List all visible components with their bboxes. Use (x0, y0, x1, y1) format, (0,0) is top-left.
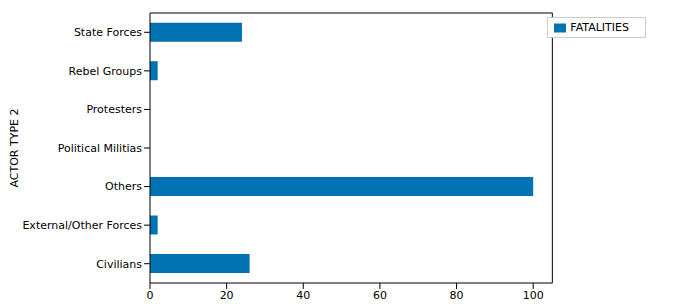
svg-text:ACTOR TYPE 2: ACTOR TYPE 2 (8, 108, 21, 187)
svg-text:100: 100 (523, 289, 544, 302)
svg-text:Political Militias: Political Militias (58, 142, 143, 155)
svg-text:60: 60 (373, 289, 387, 302)
svg-text:20: 20 (220, 289, 234, 302)
svg-text:Civilians: Civilians (96, 258, 142, 271)
svg-text:Others: Others (105, 180, 142, 193)
svg-text:Protesters: Protesters (86, 103, 142, 116)
svg-text:Rebel Groups: Rebel Groups (69, 65, 143, 78)
svg-text:40: 40 (296, 289, 310, 302)
svg-text:External/Other Forces: External/Other Forces (22, 219, 142, 232)
svg-text:0: 0 (147, 289, 154, 302)
html-text:FATALITIES: FATALITIES (570, 21, 629, 34)
svg-text:80: 80 (450, 289, 464, 302)
svg-text:State Forces: State Forces (74, 26, 142, 39)
